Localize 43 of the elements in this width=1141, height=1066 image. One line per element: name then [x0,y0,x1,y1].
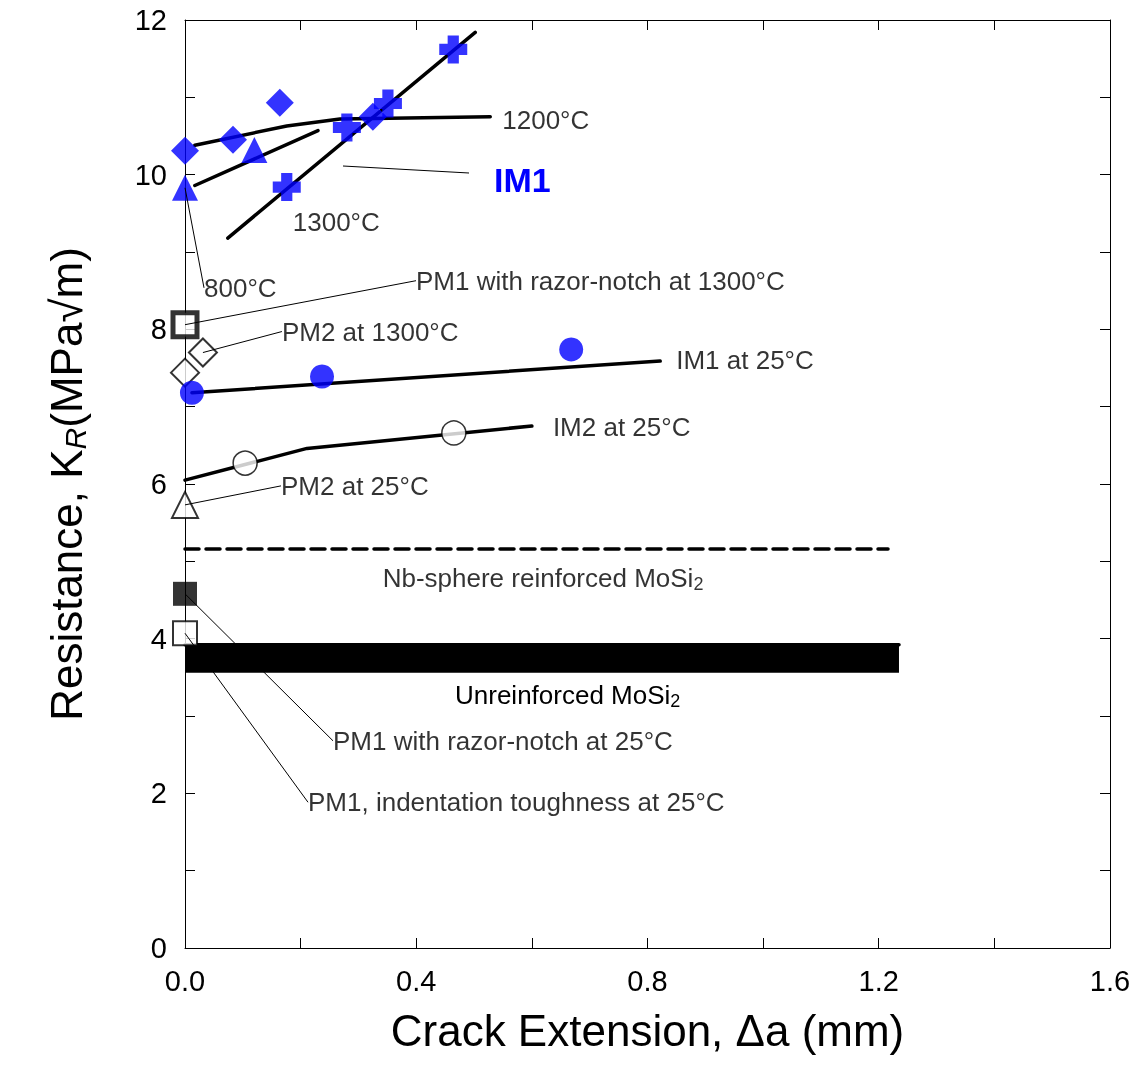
y-tick-label: 8 [150,313,167,346]
x-axis-title: Crack Extension, Δa (mm) [390,1005,905,1055]
annotation: 800°C [204,272,277,303]
point [187,337,218,368]
annotation: 1200°C [502,104,590,135]
x-tick-label: 1.2 [858,964,899,997]
y-tick-label: 4 [150,622,167,655]
x-tick-label: 1.6 [1089,964,1131,997]
point [272,173,301,202]
point [373,89,402,118]
x-tick-label: 0.0 [164,964,206,997]
annotation: PM1, indentation toughness at 25°C [308,787,725,818]
point [172,174,198,201]
annotation: 1300°C [292,207,380,238]
annotation: IM1 [494,161,551,199]
point [171,490,199,519]
annotation: IM1 at 25°C [676,345,814,376]
y-tick-label: 6 [150,468,167,500]
y-tick-label: 0 [150,932,167,964]
annotation: IM2 at 25°C [552,412,691,442]
point [218,125,247,154]
point [310,364,335,389]
point [170,310,200,340]
point [265,88,294,117]
y-tick-label: 12 [134,4,167,36]
point [179,380,204,405]
point [241,136,268,163]
x-tick-label: 0.8 [627,964,668,997]
annotation: PM2 at 1300°C [281,316,459,347]
y-tick-label: 10 [134,158,167,191]
y-tick-label: 2 [150,777,167,810]
point [358,102,387,131]
point [173,581,197,606]
point [439,35,468,64]
point [332,113,361,142]
annotation: PM1 with razor-notch at 25°C [333,725,673,756]
annotation: PM2 at 25°C [281,470,429,501]
y-axis-title: Resistance, KR(MPa√m) [41,247,92,721]
annotation: PM1 with razor-notch at 1300°C [416,265,785,296]
point [559,337,584,362]
point [170,357,200,388]
x-tick-label: 0.4 [396,964,437,997]
point [171,136,199,165]
